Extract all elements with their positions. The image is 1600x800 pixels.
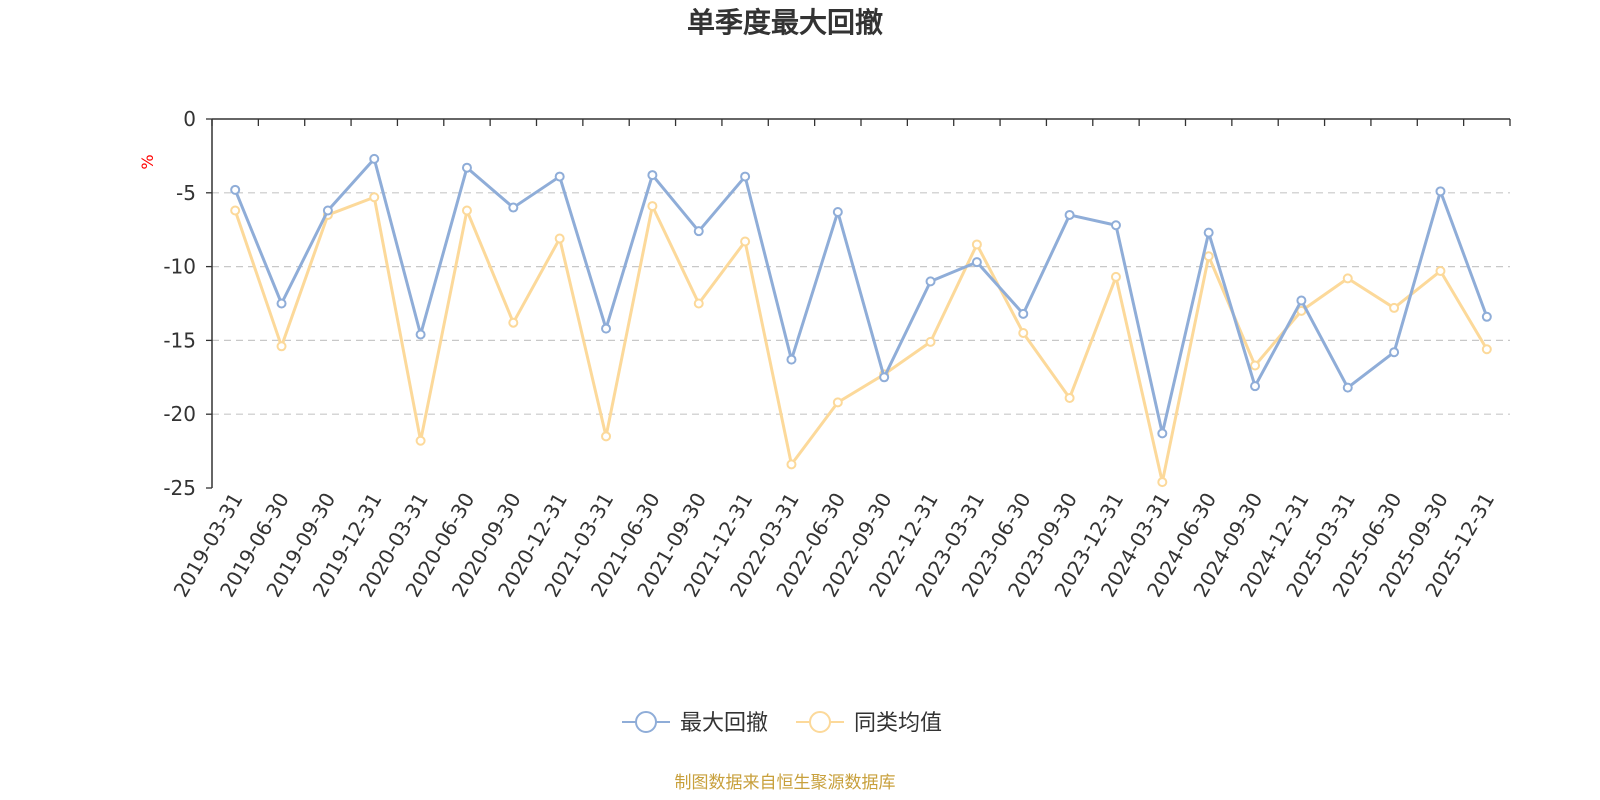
- y-tick-label: -5: [176, 181, 196, 205]
- data-point: [971, 257, 982, 268]
- data-point: [1389, 302, 1400, 313]
- y-tick-label: 0: [183, 107, 196, 131]
- data-point: [1481, 311, 1492, 322]
- data-point: [1110, 220, 1121, 231]
- data-point: [1342, 382, 1353, 393]
- data-point: [1064, 392, 1075, 403]
- data-point: [554, 171, 565, 182]
- data-point: [230, 184, 241, 195]
- data-point: [1435, 186, 1446, 197]
- data-point: [1018, 308, 1029, 319]
- data-point: [832, 397, 843, 408]
- y-unit-label: %: [138, 154, 157, 169]
- data-point: [1250, 381, 1261, 392]
- data-point: [601, 431, 612, 442]
- data-point: [693, 226, 704, 237]
- data-point: [1250, 360, 1261, 371]
- data-point: [1018, 328, 1029, 339]
- data-point: [1435, 266, 1446, 277]
- data-point: [369, 192, 380, 203]
- grid-lines: [212, 192, 1510, 415]
- data-point: [322, 205, 333, 216]
- data-point: [925, 276, 936, 287]
- data-point: [1389, 347, 1400, 358]
- data-point: [415, 435, 426, 446]
- data-point: [693, 298, 704, 309]
- data-point: [276, 298, 287, 309]
- legend-label: 同类均值: [854, 711, 942, 736]
- data-point: [1203, 227, 1214, 238]
- data-point: [1481, 344, 1492, 355]
- data-point: [508, 202, 519, 213]
- data-point: [230, 205, 241, 216]
- data-point: [647, 201, 658, 212]
- data-point: [740, 236, 751, 247]
- chart-title: 单季度最大回撤: [687, 6, 883, 39]
- data-point: [369, 153, 380, 164]
- data-point: [1342, 273, 1353, 284]
- data-point: [415, 329, 426, 340]
- axes: 0-5-10-15-20-252019-03-312019-06-302019-…: [163, 107, 1511, 601]
- data-point: [647, 170, 658, 181]
- legend-marker: [635, 711, 657, 733]
- series-layer: [230, 153, 1492, 488]
- data-point: [786, 354, 797, 365]
- data-point: [276, 341, 287, 352]
- data-point: [601, 323, 612, 334]
- data-point: [461, 162, 472, 173]
- legend: 最大回撤 同类均值: [622, 711, 942, 736]
- data-point: [925, 336, 936, 347]
- y-tick-label: -15: [163, 328, 196, 352]
- series-line: [233, 157, 1489, 435]
- series-line: [233, 195, 1489, 484]
- data-point: [971, 239, 982, 250]
- data-point: [1296, 295, 1307, 306]
- data-point: [461, 205, 472, 216]
- data-point: [1203, 251, 1214, 262]
- data-point: [1064, 209, 1075, 220]
- data-point: [879, 372, 890, 383]
- data-source-note: 制图数据来自恒生聚源数据库: [675, 773, 896, 793]
- data-point: [508, 317, 519, 328]
- data-point: [1110, 271, 1121, 282]
- legend-marker: [809, 711, 831, 733]
- data-point: [740, 171, 751, 182]
- data-point: [832, 206, 843, 217]
- y-tick-label: -10: [163, 255, 196, 279]
- data-point: [554, 233, 565, 244]
- data-point: [1157, 428, 1168, 439]
- y-tick-label: -25: [163, 476, 196, 500]
- data-point: [1157, 477, 1168, 488]
- y-tick-label: -20: [163, 402, 196, 426]
- legend-label: 最大回撤: [680, 711, 768, 736]
- data-point: [786, 459, 797, 470]
